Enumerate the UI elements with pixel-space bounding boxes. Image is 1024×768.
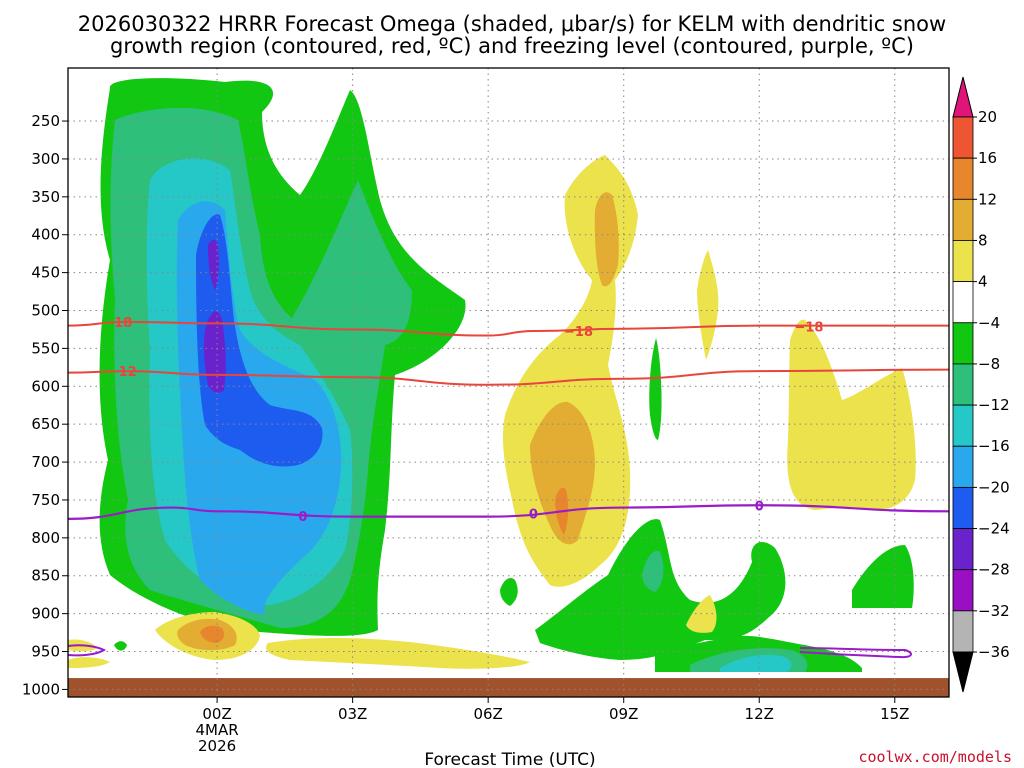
colorbar-box — [952, 610, 974, 653]
omega-area-plus8-a — [594, 192, 619, 287]
dgz-contour-minus12 — [68, 368, 949, 386]
chart-title-line2: growth region (contoured, red, ºC) and f… — [110, 34, 914, 58]
colorbar-top-arrow — [952, 76, 974, 118]
freezing-level-contour — [68, 504, 949, 521]
colorbar-label: −32 — [978, 602, 1010, 620]
x-tick-label: 06Z — [473, 705, 502, 723]
omega-area-minus4-e — [649, 338, 662, 440]
colorbar-box — [952, 240, 974, 283]
colorbar-label: −36 — [978, 643, 1010, 661]
ground-surface — [68, 678, 949, 697]
y-tick-label: 750 — [31, 491, 60, 509]
y-tick-label: 300 — [31, 150, 60, 168]
dgz-label-minus18: −18 — [103, 316, 132, 331]
y-tick-label: 650 — [31, 415, 60, 433]
freezing-level-contour-surface-b — [799, 647, 912, 659]
credit-text: coolwx.com/models — [858, 748, 1012, 766]
freezing-level-contour-surface-a — [68, 644, 107, 657]
y-tick-label: 550 — [31, 339, 60, 357]
x-tick-label: 12Z — [745, 705, 774, 723]
omega-area-plus4-c — [787, 319, 916, 510]
contour-labels: −18 −18 −18 −12 0 0 0 — [103, 316, 823, 525]
colorbar-box — [952, 281, 974, 324]
dgz-contour-minus18 — [68, 320, 949, 337]
dgz-label-minus18: −18 — [564, 325, 593, 340]
x-axis-label: Forecast Time (UTC) — [424, 750, 595, 768]
x-tick-label: 03Z — [338, 705, 367, 723]
y-tick-label: 1000 — [22, 680, 60, 698]
colorbar-box — [952, 157, 974, 200]
colorbar-label: −24 — [978, 520, 1010, 538]
colorbar-label: −16 — [978, 437, 1010, 455]
colorbar-label: 20 — [978, 108, 997, 126]
colorbar-label: 12 — [978, 190, 997, 208]
colorbar-box — [952, 363, 974, 406]
y-tick-label: 600 — [31, 377, 60, 395]
colorbar-box — [952, 528, 974, 571]
y-tick-label: 900 — [31, 605, 60, 623]
y-tick-label: 350 — [31, 188, 60, 206]
colorbar-label: 8 — [978, 231, 988, 249]
y-tick-label: 450 — [31, 264, 60, 282]
colorbar-box — [952, 198, 974, 241]
colorbar-label: −12 — [978, 396, 1010, 414]
omega-area-minus4-g — [114, 641, 127, 651]
omega-area-plus4-b — [697, 250, 719, 360]
colorbar-box — [952, 322, 974, 365]
contour-lines — [68, 320, 949, 659]
colorbar-box — [952, 404, 974, 447]
y-tick-label: 250 — [31, 112, 60, 130]
colorbar-label: 4 — [978, 273, 988, 291]
y-tick-label: 700 — [31, 453, 60, 471]
y-tick-label: 400 — [31, 226, 60, 244]
freezing-label-zero: 0 — [298, 510, 307, 525]
y-tick-label: 800 — [31, 529, 60, 547]
omega-area-minus4-f — [500, 578, 518, 606]
chart-title-line1: 2026030322 HRRR Forecast Omega (shaded, … — [78, 12, 946, 36]
omega-area-minus4-d — [852, 545, 914, 608]
colorbar-box — [952, 569, 974, 612]
colorbar-label: −4 — [978, 314, 1000, 332]
colorbar-label: −8 — [978, 355, 1000, 373]
x-tick-date-label: 4MAR — [196, 721, 239, 739]
colorbar-label: 16 — [978, 149, 997, 167]
y-tick-label: 950 — [31, 643, 60, 661]
omega-area-plus4-f — [266, 638, 530, 669]
omega-area-minus12-b — [720, 654, 792, 672]
colorbar-box — [952, 116, 974, 159]
dgz-label-minus18: −18 — [794, 320, 823, 335]
plot-frame — [67, 67, 950, 698]
omega-area-minus4-b — [535, 519, 786, 660]
omega-area-minus20 — [196, 214, 323, 467]
y-tick-label: 850 — [31, 567, 60, 585]
x-tick-label: 09Z — [609, 705, 638, 723]
gridlines — [68, 68, 949, 697]
y-axis: 250 300 350 400 450 500 550 600 650 700 750 800 850 9… — [22, 112, 68, 698]
colorbar-box — [952, 486, 974, 529]
x-tick-year-label: 2026 — [198, 737, 236, 755]
colorbar-bottom-arrow — [952, 651, 974, 693]
dgz-label-minus12: −12 — [108, 365, 137, 380]
x-tick-label: 00Z — [202, 705, 231, 723]
y-tick-label: 500 — [31, 302, 60, 320]
omega-shading — [68, 78, 949, 697]
omega-area-plus12-b — [200, 625, 225, 643]
omega-area-minus8-b — [642, 550, 664, 592]
colorbar-label: −20 — [978, 478, 1010, 496]
omega-area-plus4-g — [68, 657, 110, 668]
omega-area-minus24 — [204, 239, 226, 393]
colorbar-box — [952, 445, 974, 488]
freezing-label-zero: 0 — [755, 499, 764, 514]
colorbar-label: −28 — [978, 561, 1010, 579]
colorbar: 20 16 12 8 4 −4 −8 −12 −16 −20 −24 −28 −32 −36 — [952, 76, 1010, 693]
x-tick-label: 15Z — [880, 705, 909, 723]
freezing-label-zero: 0 — [529, 508, 538, 523]
